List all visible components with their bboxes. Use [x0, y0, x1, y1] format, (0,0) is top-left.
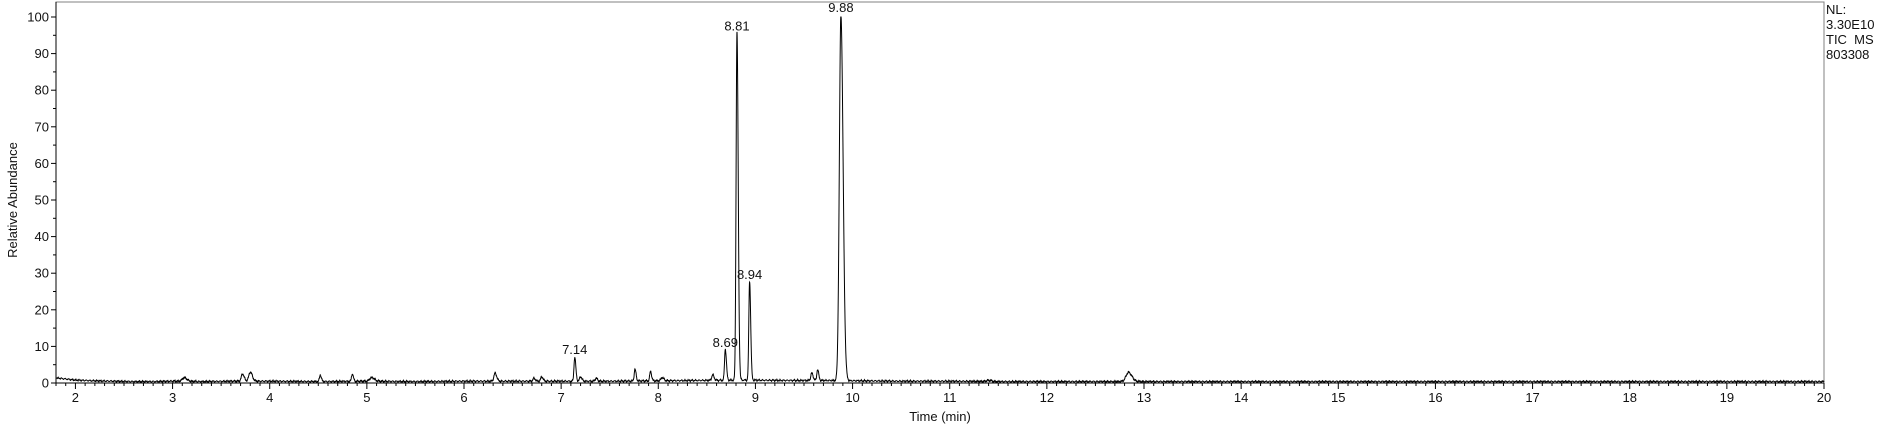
- y-tick-label: 0: [42, 376, 49, 391]
- peak-label-8-94: 8.94: [737, 267, 762, 282]
- y-tick-label: 60: [35, 156, 49, 171]
- y-tick-label: 70: [35, 119, 49, 134]
- x-tick-label: 10: [845, 390, 859, 405]
- y-tick-label: 90: [35, 46, 49, 61]
- tic-trace-line: [55, 16, 1825, 384]
- x-tick-label: 4: [266, 390, 273, 405]
- x-axis-label: Time (min): [909, 409, 971, 424]
- x-tick-label: 17: [1525, 390, 1539, 405]
- normalization-info: NL: 3.30E10 TIC MS 803308: [1826, 2, 1878, 62]
- x-tick-label: 6: [460, 390, 467, 405]
- x-tick-label: 16: [1428, 390, 1442, 405]
- nl-value: 3.30E10: [1826, 17, 1875, 32]
- x-axis: 2 3 4 5 6 7 8 9 10 11 12 13 14 15 16 17 18 19 20: [55, 382, 1831, 405]
- x-tick-label: 11: [943, 390, 957, 405]
- x-tick-label: 5: [363, 390, 370, 405]
- peak-label-8-69: 8.69: [713, 335, 738, 350]
- y-axis: 0 10 20 30 40 50 60 70 80 90 100: [27, 2, 57, 391]
- nl-label: NL:: [1826, 2, 1847, 17]
- y-tick-label: 10: [35, 339, 49, 354]
- x-tick-label: 2: [72, 390, 79, 405]
- x-tick-label: 13: [1137, 390, 1151, 405]
- peak-labels: 7.14 8.69 8.81 8.94 9.88: [562, 0, 853, 357]
- x-tick-label: 9: [752, 390, 759, 405]
- y-tick-label: 50: [35, 193, 49, 208]
- x-tick-label: 12: [1040, 390, 1054, 405]
- plot-frame: [55, 1, 1825, 384]
- x-tick-label: 19: [1720, 390, 1734, 405]
- peak-label-8-81: 8.81: [724, 18, 749, 33]
- x-tick-label: 8: [655, 390, 662, 405]
- peak-label-7-14: 7.14: [562, 342, 587, 357]
- x-tick-label: 3: [169, 390, 176, 405]
- x-tick-label: 15: [1331, 390, 1345, 405]
- x-tick-label: 18: [1622, 390, 1636, 405]
- x-tick-label: 20: [1817, 390, 1831, 405]
- sample-id: 803308: [1826, 47, 1870, 62]
- y-tick-label: 100: [27, 10, 49, 25]
- peak-label-9-88: 9.88: [828, 0, 853, 15]
- x-tick-label: 7: [558, 390, 565, 405]
- y-tick-label: 30: [35, 266, 49, 281]
- y-tick-label: 80: [35, 83, 49, 98]
- x-tick-label: 14: [1234, 390, 1248, 405]
- y-tick-label: 20: [35, 302, 49, 317]
- y-tick-label: 40: [35, 229, 49, 244]
- y-axis-label: Relative Abundance: [5, 142, 20, 258]
- scan-type: TIC MS: [1826, 32, 1874, 47]
